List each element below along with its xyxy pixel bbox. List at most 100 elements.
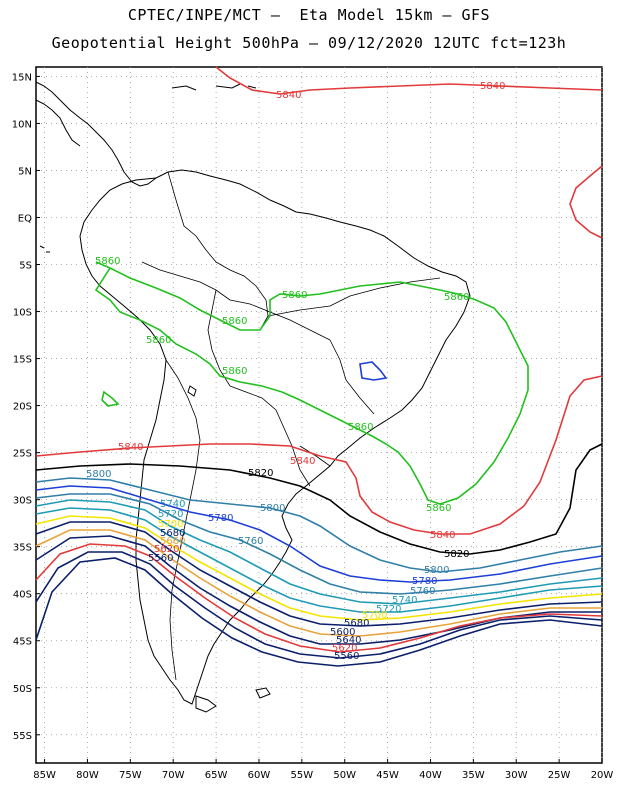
contour-5840-east xyxy=(569,165,603,239)
label-5840: 5840 xyxy=(480,81,505,92)
latitude-label: 10S xyxy=(13,308,32,319)
contour-5620 xyxy=(35,543,603,653)
latitude-label: 45S xyxy=(13,637,32,648)
longitude-label: 70W xyxy=(162,770,185,781)
latitude-label: 50S xyxy=(13,684,32,695)
label-5660: 5660 xyxy=(160,536,185,547)
latitude-label: 30S xyxy=(13,496,32,507)
contour-labels: 5840 5840 5860 5860 5860 5860 5860 5860 … xyxy=(86,81,505,662)
label-5820: 5820 xyxy=(444,549,469,560)
latitude-label: 15N xyxy=(12,72,32,83)
contour-lines xyxy=(35,66,603,667)
contour-5880 xyxy=(359,361,388,381)
longitude-label: 40W xyxy=(419,770,442,781)
label-5860: 5860 xyxy=(222,316,247,327)
label-5840: 5840 xyxy=(290,456,315,467)
longitude-label: 65W xyxy=(205,770,228,781)
coastlines xyxy=(35,81,471,713)
label-5860: 5860 xyxy=(222,366,247,377)
longitude-label: 35W xyxy=(462,770,485,781)
latitude-label: 5N xyxy=(18,166,32,177)
longitude-label: 55W xyxy=(291,770,314,781)
label-5800: 5800 xyxy=(260,503,285,514)
contour-5840-south xyxy=(35,375,603,535)
latitude-label: 35S xyxy=(13,543,32,554)
label-5620: 5620 xyxy=(332,643,357,654)
longitude-label: 50W xyxy=(333,770,356,781)
longitude-label: 85W xyxy=(33,770,56,781)
label-5780: 5780 xyxy=(208,513,233,524)
label-5740: 5740 xyxy=(392,595,417,606)
contour-5840-north xyxy=(215,66,603,95)
contour-5800 xyxy=(35,477,603,573)
label-5860: 5860 xyxy=(348,422,373,433)
south-america-coast xyxy=(79,169,471,705)
label-5700: 5700 xyxy=(362,610,387,621)
contour-5740 xyxy=(35,499,603,605)
contour-5780 xyxy=(35,485,603,583)
label-5560: 5560 xyxy=(334,651,359,662)
label-5780: 5780 xyxy=(412,576,437,587)
latitude-label: 55S xyxy=(13,731,32,742)
label-5840: 5840 xyxy=(118,442,143,453)
label-5740: 5740 xyxy=(160,499,185,510)
label-5760: 5760 xyxy=(410,586,435,597)
label-5840: 5840 xyxy=(276,90,301,101)
longitude-label: 80W xyxy=(76,770,99,781)
contour-5660 xyxy=(35,529,602,637)
longitude-label: 25W xyxy=(548,770,571,781)
latitude-label: 15S xyxy=(13,355,32,366)
latitude-label: 5S xyxy=(19,261,32,272)
graticule xyxy=(36,67,603,763)
lake-titicaca xyxy=(187,385,197,397)
label-5860: 5860 xyxy=(146,335,171,346)
longitude-label: 60W xyxy=(248,770,271,781)
contour-5860-small xyxy=(101,390,120,407)
label-5680: 5680 xyxy=(344,618,369,629)
contour-5680 xyxy=(35,521,603,627)
caribbean-islands xyxy=(171,83,257,91)
label-5720: 5720 xyxy=(158,509,183,520)
central-america-coast-north xyxy=(35,99,81,147)
longitude-label: 20W xyxy=(591,770,614,781)
contour-5640 xyxy=(35,535,602,645)
contour-5700 xyxy=(35,515,603,621)
label-5800: 5800 xyxy=(86,469,111,480)
label-5620: 5620 xyxy=(154,544,179,555)
label-5820: 5820 xyxy=(248,468,273,479)
label-5640: 5640 xyxy=(336,635,361,646)
latitude-label: 25S xyxy=(13,449,32,460)
contour-5860-main xyxy=(94,261,529,505)
longitude-label: 30W xyxy=(505,770,528,781)
latitude-labels: 15N 10N 5N EQ 5S 10S 15S 20S 25S 30S 35S 40S 45S 50S 5… xyxy=(12,72,32,741)
contour-5820 xyxy=(35,443,603,555)
latitude-label: 40S xyxy=(13,590,32,601)
label-5800: 5800 xyxy=(424,565,449,576)
central-america-coast xyxy=(35,81,157,187)
latitude-label: 10N xyxy=(12,119,32,130)
label-5700: 5700 xyxy=(158,519,183,530)
label-5860: 5860 xyxy=(95,256,120,267)
contour-5720 xyxy=(35,507,603,613)
latitude-label: EQ xyxy=(18,213,32,224)
longitude-labels: 85W 80W 75W 70W 65W 60W 55W 50W 45W 40W 35W 30W 25W 2… xyxy=(33,770,613,781)
label-5720: 5720 xyxy=(376,604,401,615)
label-5600: 5600 xyxy=(330,627,355,638)
galapagos-islands xyxy=(39,245,50,253)
longitude-label: 45W xyxy=(376,770,399,781)
map-frame xyxy=(35,66,603,764)
map-subtitle: Geopotential Height 500hPa – 09/12/2020 … xyxy=(51,34,567,52)
label-5760: 5760 xyxy=(238,536,263,547)
label-5560: 5560 xyxy=(148,553,173,564)
label-5840: 5840 xyxy=(430,530,455,541)
falkland-islands xyxy=(255,687,271,699)
latitude-label: 20S xyxy=(13,402,32,413)
map-title: CPTEC/INPE/MCT – Eta Model 15km – GFS xyxy=(127,6,491,24)
label-5860: 5860 xyxy=(426,503,451,514)
contour-5600 xyxy=(35,551,603,659)
longitude-label: 75W xyxy=(119,770,142,781)
contour-5560 xyxy=(35,557,603,667)
tierra-del-fuego xyxy=(195,695,217,713)
label-5860: 5860 xyxy=(444,292,469,303)
